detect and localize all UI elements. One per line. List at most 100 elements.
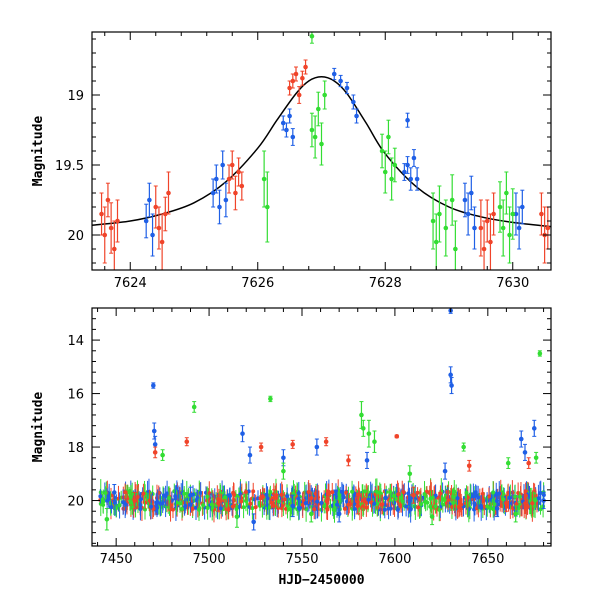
- blue-data-point: [152, 442, 158, 447]
- green-data-point: [437, 211, 442, 217]
- plot-frame: [91, 307, 552, 547]
- band-point: [106, 497, 111, 502]
- green-data-point: [500, 225, 506, 231]
- band-point: [265, 496, 270, 501]
- blue-data-point: [469, 190, 474, 196]
- band-point: [279, 492, 284, 497]
- band-point: [243, 493, 248, 498]
- band-point: [268, 490, 273, 495]
- band-point: [198, 490, 203, 495]
- green-data-point: [510, 211, 516, 217]
- blue-data-point: [494, 506, 500, 511]
- blue-data-point: [331, 71, 337, 77]
- green-data-point: [386, 134, 391, 140]
- band-point: [362, 489, 367, 494]
- red-data-point: [159, 239, 165, 245]
- blue-data-point: [520, 204, 525, 210]
- blue-data-point: [147, 197, 152, 203]
- red-data-point: [323, 439, 329, 445]
- band-point: [195, 496, 200, 501]
- band-point: [312, 507, 317, 512]
- blue-data-point: [402, 169, 407, 175]
- green-data-point: [504, 190, 509, 196]
- band-point: [344, 490, 349, 495]
- band-point: [488, 506, 493, 511]
- band-point: [205, 494, 210, 499]
- blue-data-point: [251, 519, 256, 525]
- red-data-point: [290, 78, 296, 84]
- band-point: [165, 491, 170, 496]
- band-point: [523, 489, 528, 494]
- band-point: [243, 489, 248, 494]
- green-data-point: [261, 176, 267, 182]
- band-point: [364, 505, 369, 510]
- y-axis-label: Magnitude: [31, 116, 46, 187]
- blue-data-point: [223, 197, 229, 203]
- green-data-point: [430, 218, 436, 224]
- red-data-point: [115, 218, 120, 224]
- blue-data-point: [336, 511, 342, 517]
- band-point: [155, 500, 160, 505]
- green-data-point: [505, 460, 511, 466]
- band-point: [142, 507, 147, 512]
- band-point: [309, 496, 314, 501]
- band-point: [497, 491, 502, 496]
- band-point: [398, 503, 403, 508]
- band-point: [501, 497, 506, 502]
- band-point: [525, 504, 530, 509]
- band-point: [407, 498, 412, 503]
- band-point: [366, 497, 371, 502]
- band-point: [109, 505, 114, 510]
- band-point: [388, 490, 393, 495]
- band-point: [188, 502, 193, 507]
- band-point: [388, 506, 393, 511]
- band-point: [339, 489, 344, 494]
- green-data-point: [309, 33, 315, 39]
- band-point: [209, 502, 214, 507]
- band-point: [538, 507, 543, 512]
- blue-data-point: [188, 492, 193, 498]
- blue-data-point: [220, 162, 225, 168]
- x-tick-label: 7550: [285, 552, 318, 567]
- blue-data-point: [364, 458, 370, 463]
- red-data-point: [466, 463, 472, 469]
- x-tick-label: 7624: [114, 276, 147, 291]
- blue-data-point: [280, 120, 286, 126]
- band-point: [218, 506, 223, 511]
- red-data-point: [152, 450, 158, 455]
- blue-data-point: [143, 218, 149, 224]
- green-data-point: [429, 514, 435, 519]
- band-point: [315, 499, 320, 504]
- blue-data-point: [522, 450, 528, 455]
- band-point: [239, 499, 244, 504]
- band-point: [149, 504, 154, 509]
- blue-data-point: [287, 113, 292, 119]
- band-point: [350, 489, 355, 494]
- band-point: [330, 490, 335, 495]
- band-point: [372, 501, 377, 506]
- blue-data-point: [151, 428, 157, 434]
- band-point: [296, 491, 301, 496]
- red-data-point: [411, 492, 416, 498]
- red-data-point: [481, 246, 487, 252]
- blue-data-point: [150, 232, 155, 238]
- x-tick-label: 7626: [241, 276, 274, 291]
- band-point: [248, 501, 253, 506]
- blue-data-point: [290, 134, 296, 140]
- green-data-point: [461, 444, 466, 450]
- band-point: [442, 498, 447, 503]
- band-point: [479, 505, 484, 510]
- bottom-panel: 7450 7500 7550 7600 7650 14 16 18 20 Magnitude HJD…: [31, 307, 552, 588]
- band-point: [428, 504, 433, 509]
- band-point: [514, 502, 519, 507]
- green-data-point: [160, 452, 165, 458]
- band-point: [482, 504, 487, 509]
- band-point: [258, 496, 263, 501]
- red-data-point: [300, 75, 305, 81]
- band-point: [300, 502, 305, 507]
- green-data-point: [104, 516, 110, 522]
- red-data-point: [229, 162, 235, 168]
- blue-data-point: [354, 113, 359, 119]
- blue-data-point: [214, 176, 219, 182]
